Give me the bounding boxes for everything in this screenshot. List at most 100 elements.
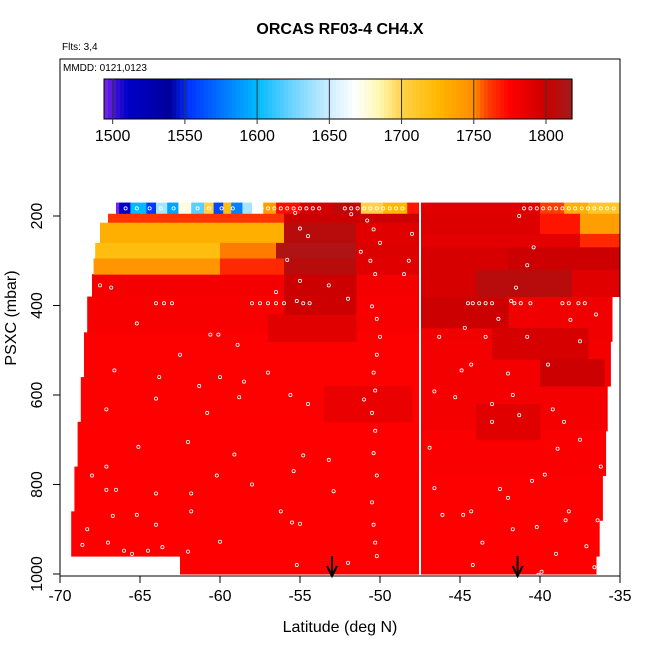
heatmap-cell [407,202,421,215]
sample-point [550,407,555,412]
colorbar-cell [176,79,181,119]
sample-point [259,206,264,211]
sample-point [109,285,114,290]
colorbar-cell [308,79,313,119]
x-tick-label: -45 [448,588,471,605]
sample-point [437,334,442,339]
sample-point [566,301,571,306]
colorbar-cell [264,79,269,119]
colorbar-cell [204,79,209,119]
sample-point [586,206,591,211]
sample-point [189,491,194,496]
colorbar-cell [224,79,229,119]
sample-point [453,395,458,400]
colorbar-cell [404,79,409,119]
sample-point [189,509,194,514]
colorbar-cell [396,79,401,119]
y-axis: 200 400 600 800 1000 [29,203,60,592]
sample-point [232,452,237,457]
colorbar-cell [236,79,241,119]
colorbar-ticks: 1500 1550 1600 1650 1700 1750 1800 [95,79,564,145]
sample-point [285,206,290,211]
colorbar-cell [284,79,289,119]
x-tick-label: -50 [368,588,391,605]
sample-point [377,334,382,339]
sample-point [185,439,190,444]
colorbar-cell [568,79,573,119]
colorbar-cell [304,79,309,119]
heatmap-cell [476,269,573,298]
colorbar-cell [356,79,361,119]
sample-point [525,334,530,339]
sample-point [265,370,270,375]
heatmap-cell [77,421,421,468]
colorbar-cell [448,79,453,119]
colorbar-cell [452,79,457,119]
colorbar-cell [484,79,489,119]
sample-point [160,545,165,550]
colorbar-cell [476,79,481,119]
sample-point [373,272,378,277]
y-tick-label: 1000 [29,556,46,592]
sample-point [595,518,600,523]
sample-point [304,206,309,211]
sample-point [237,395,242,400]
sample-point [291,206,296,211]
colorbar-cell [292,79,297,119]
heatmap-cell [540,359,605,387]
colorbar-cell [364,79,369,119]
sample-point [345,560,350,565]
heatmap-cell [420,213,541,235]
heatmap-cell [180,556,421,575]
colorbar-cell [248,79,253,119]
heatmap-cell [108,213,285,224]
colorbar-cell [192,79,197,119]
sample-point [579,206,584,211]
heatmap-cell [508,247,620,271]
sample-point [288,392,293,397]
heatmap-cell [87,296,421,333]
sample-point [496,316,501,321]
sample-point [536,572,541,576]
colorbar-cell [532,79,537,119]
heatmap-cell [476,403,541,441]
heatmap-cell [167,202,179,215]
sample-point [358,249,363,254]
sample-point [374,352,379,357]
sample-point [147,206,152,211]
sample-point [129,551,134,556]
colorbar-cell [160,79,165,119]
x-tick-label: -35 [608,588,631,605]
heatmap-cell [420,247,509,271]
sample-point [216,332,221,337]
sample-point [158,206,163,211]
sample-point [291,469,296,474]
sample-point [365,218,370,223]
sample-point [305,401,310,406]
sample-point [349,212,354,217]
x-tick-label: -40 [528,588,551,605]
colorbar-cell [320,79,325,119]
sample-point [387,206,392,211]
sample-point [136,444,141,449]
colorbar-cell [104,79,109,119]
colorbar-cell [144,79,149,119]
sample-point [592,206,597,211]
sample-point [400,206,405,211]
sample-point [134,512,139,517]
heatmap-cell [268,314,357,342]
colorbar-cell [288,79,293,119]
sample-point [542,472,547,477]
sample-point [514,285,519,290]
x-tick-label: -55 [288,588,311,605]
colorbar-cell [500,79,505,119]
sample-point [326,457,331,462]
colorbar-tick-label: 1700 [384,128,420,145]
colorbar-cell [340,79,345,119]
heatmap-cell [284,258,357,275]
sample-point [554,551,559,556]
sample-point [539,569,544,574]
heatmap-cell [580,233,620,248]
sample-point [528,206,533,211]
sample-point [610,401,615,406]
